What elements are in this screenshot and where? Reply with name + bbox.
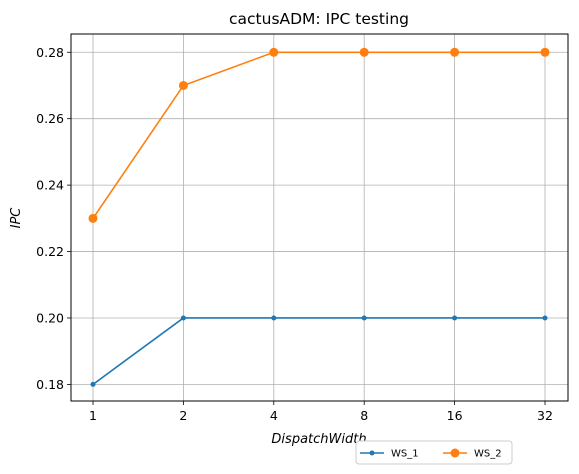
data-point <box>450 47 460 57</box>
x-axis-label: DispatchWidth <box>271 432 366 447</box>
series-line <box>92 317 545 386</box>
x-tick-label: 4 <box>270 408 278 423</box>
data-point <box>180 315 186 321</box>
chart-title: cactusADM: IPC testing <box>229 10 409 28</box>
legend-marker <box>369 450 375 456</box>
data-point <box>90 381 96 387</box>
grid <box>71 34 568 401</box>
y-tick-label: 0.20 <box>36 310 64 325</box>
data-point <box>271 315 277 321</box>
x-tick-label: 2 <box>179 408 187 423</box>
legend: WS_1 WS_2 <box>355 440 513 465</box>
legend-label: WS_2 <box>474 449 502 460</box>
y-tick-label: 0.26 <box>36 111 64 126</box>
y-tick-label: 0.24 <box>36 178 64 193</box>
x-tick-label: 32 <box>537 408 553 423</box>
x-tick-label: 8 <box>360 408 368 423</box>
series-layer <box>88 47 550 387</box>
data-point <box>542 315 548 321</box>
legend-label: WS_1 <box>391 449 419 460</box>
data-point <box>178 80 188 90</box>
series-ws-1 <box>90 315 548 387</box>
ticks: 1 2 4 8 16 32 0.18 0.20 0.22 0.24 0.26 0.28 <box>36 45 553 423</box>
y-tick-label: 0.18 <box>36 377 64 392</box>
x-tick-label: 16 <box>447 408 463 423</box>
data-point <box>359 47 369 57</box>
data-point <box>88 213 98 223</box>
legend-frame <box>355 440 513 465</box>
legend-marker <box>450 448 460 458</box>
x-tick-label: 1 <box>89 408 97 423</box>
data-point <box>540 47 550 57</box>
data-point <box>361 315 367 321</box>
y-axis-label: IPC <box>9 207 24 229</box>
y-tick-label: 0.22 <box>36 244 64 259</box>
data-point <box>269 47 279 57</box>
data-point <box>452 315 458 321</box>
y-tick-label: 0.28 <box>36 45 64 60</box>
series-line <box>92 51 545 219</box>
series-ws-2 <box>88 47 550 223</box>
plot-frame <box>70 33 569 402</box>
